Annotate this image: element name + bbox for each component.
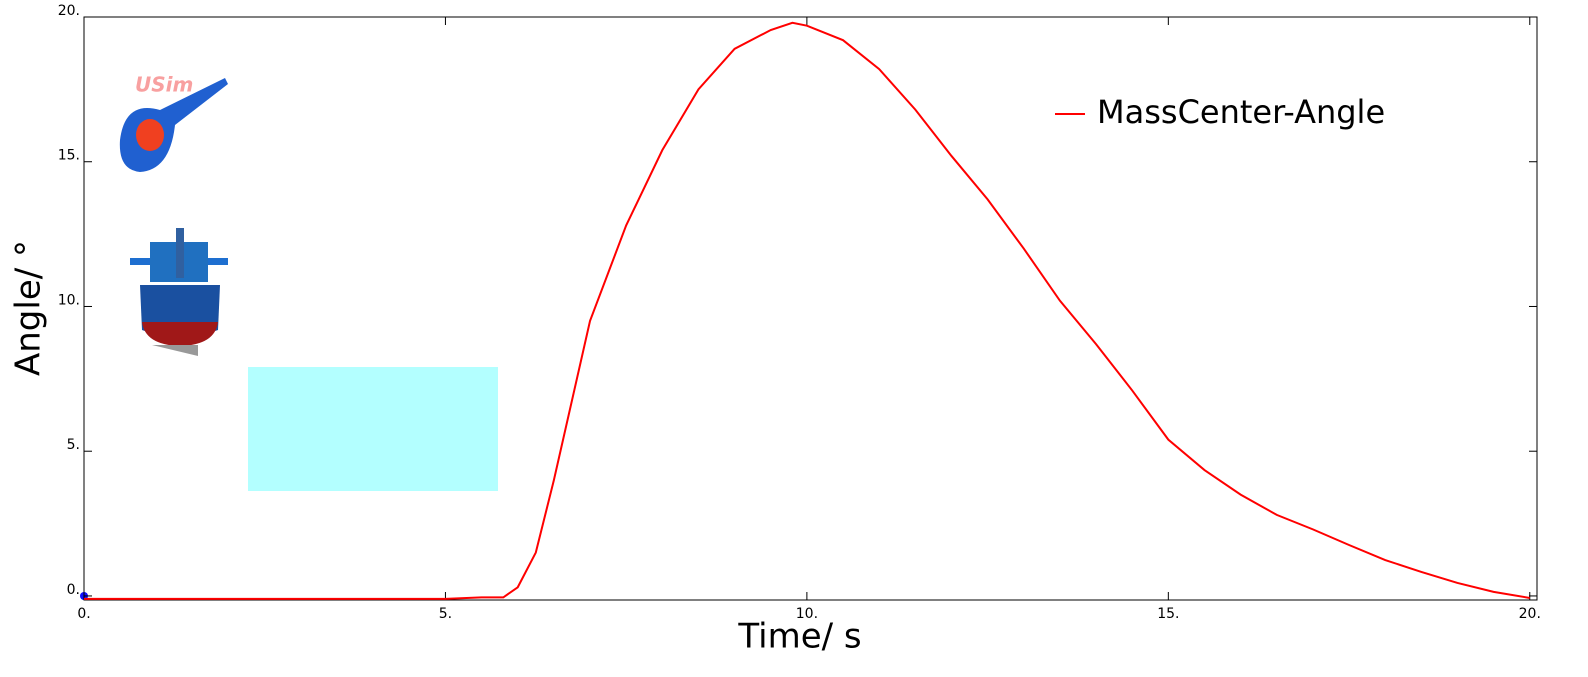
legend-label: MassCenter-Angle [1097, 93, 1385, 131]
guitar-logo: USim [119, 73, 228, 172]
x-axis-label: Time/ s [737, 617, 861, 657]
x-tick-label: 20. [1519, 606, 1541, 622]
x-tick-label: 10. [796, 606, 818, 622]
x-tick-label: 5. [439, 606, 452, 622]
y-tick-label: 20. [58, 3, 80, 19]
y-tick-label: 15. [58, 148, 80, 164]
svg-text:USim: USim [135, 73, 193, 97]
y-tick-label: 5. [67, 437, 80, 453]
ship-image [130, 228, 228, 356]
y-tick-label: 10. [58, 292, 80, 308]
y-tick-label: 0. [67, 582, 80, 598]
y-axis-label: Angle/ ° [9, 240, 49, 376]
data-line [84, 21, 1530, 600]
plot-frame [83, 16, 1538, 601]
x-tick-label: 0. [77, 606, 90, 622]
overlay-box [248, 367, 498, 491]
x-tick-label: 15. [1157, 606, 1179, 622]
